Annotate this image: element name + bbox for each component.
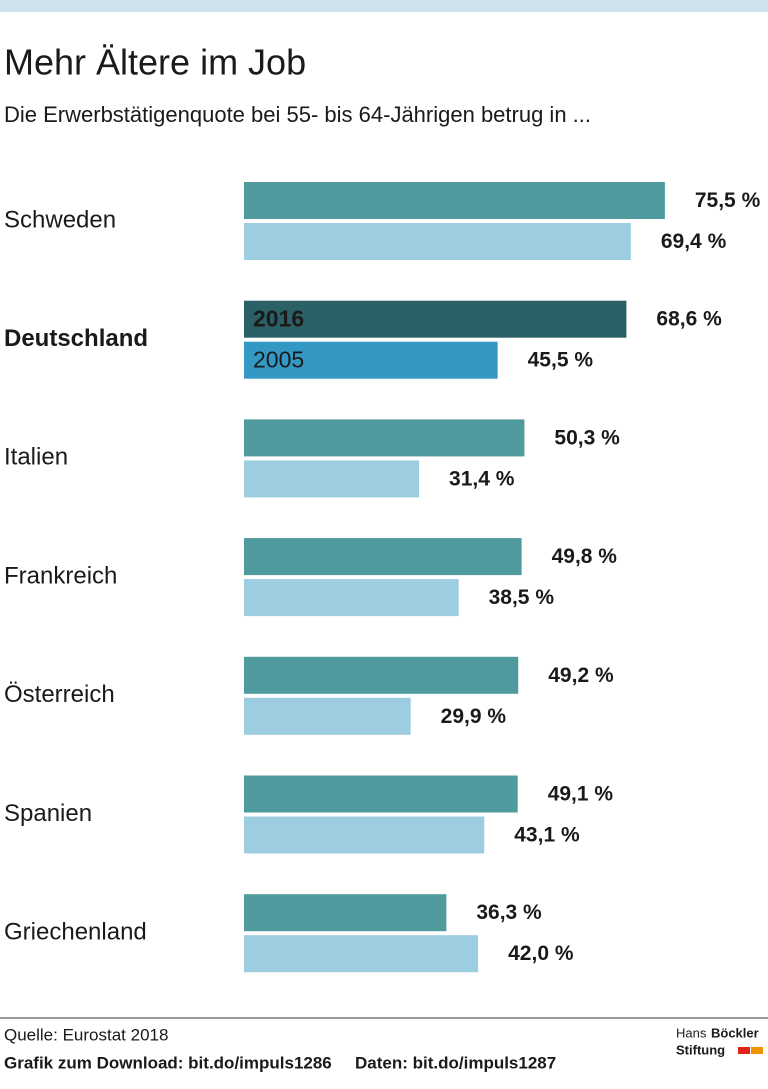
- bar: [244, 816, 485, 854]
- bar: [244, 182, 665, 219]
- legend-label: 2016: [253, 305, 304, 331]
- logo-text: Hans: [676, 1025, 707, 1040]
- footer-link: Grafik zum Download: bit.do/impuls1286: [4, 1053, 332, 1072]
- value-label: 38,5 %: [489, 586, 555, 609]
- value-label: 69,4 %: [661, 230, 727, 253]
- value-label: 49,1 %: [548, 783, 614, 806]
- bar: [244, 341, 498, 379]
- bar: [244, 775, 518, 813]
- category-label: Österreich: [4, 681, 115, 708]
- category-label: Schweden: [4, 206, 116, 233]
- value-label: 42,0 %: [508, 942, 574, 965]
- logo-text: Böckler: [711, 1025, 759, 1040]
- category-label: Griechenland: [4, 919, 147, 946]
- category-label: Deutschland: [4, 325, 148, 352]
- chart-subtitle: Die Erwerbstätigenquote bei 55- bis 64-J…: [4, 102, 591, 127]
- value-label: 36,3 %: [476, 901, 542, 924]
- source: Quelle: Eurostat 2018: [4, 1025, 168, 1044]
- footer-link: Daten: bit.do/impuls1287: [355, 1053, 556, 1072]
- bar: [244, 223, 631, 260]
- value-label: 49,2 %: [548, 664, 614, 687]
- top-band: [0, 0, 768, 12]
- value-label: 31,4 %: [449, 467, 515, 490]
- logo-text: Stiftung: [676, 1042, 725, 1057]
- value-label: 75,5 %: [695, 189, 761, 212]
- value-label: 49,8 %: [552, 545, 618, 568]
- bar: [244, 579, 459, 617]
- legend-label: 2005: [253, 346, 304, 372]
- value-label: 68,6 %: [656, 308, 722, 331]
- value-label: 45,5 %: [528, 349, 594, 372]
- value-label: 50,3 %: [554, 426, 620, 449]
- bar: [244, 538, 522, 576]
- bar: [244, 460, 420, 498]
- logo-mark: [738, 1047, 750, 1054]
- bar: [244, 697, 411, 735]
- bar: [244, 419, 525, 457]
- category-label: Frankreich: [4, 562, 117, 589]
- value-label: 29,9 %: [441, 705, 507, 728]
- value-label: 43,1 %: [514, 824, 580, 847]
- category-label: Italien: [4, 444, 68, 471]
- chart-title: Mehr Ältere im Job: [4, 42, 306, 83]
- logo-mark: [751, 1047, 763, 1054]
- bar: [244, 300, 627, 338]
- bar: [244, 935, 479, 973]
- category-label: Spanien: [4, 800, 92, 827]
- bar: [244, 894, 447, 932]
- bar: [244, 656, 519, 694]
